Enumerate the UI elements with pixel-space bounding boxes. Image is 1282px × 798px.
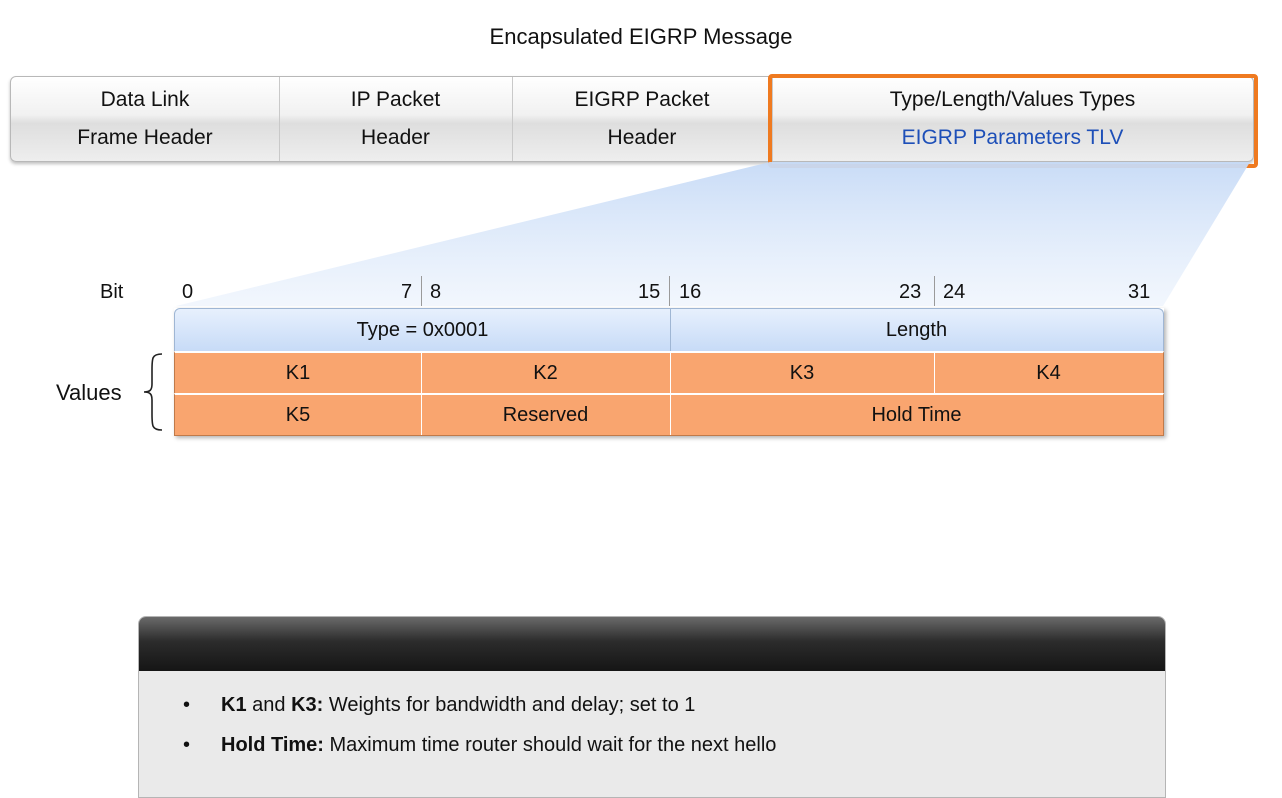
byte-tick	[421, 276, 422, 306]
info-bullet-hold-time: • Hold Time: Maximum time router should …	[183, 725, 1165, 765]
bullet-term: K3:	[291, 694, 324, 716]
encapsulation-header-bar: Data Link Frame Header IP Packet Header …	[10, 76, 1254, 162]
hold-time-field: Hold Time	[871, 403, 962, 426]
k2-field: K2	[421, 353, 671, 393]
info-panel: • K1 and K3: Weights for bandwidth and d…	[138, 616, 1166, 798]
field-line1: Type/Length/Values Types	[889, 88, 1136, 111]
field-line2: Header	[361, 126, 430, 149]
bit-number: 8	[430, 281, 442, 303]
values-row-1: K1 K2 K3 K4	[174, 351, 1164, 393]
field-line2: Frame Header	[77, 126, 213, 149]
length-field: Length	[885, 318, 948, 341]
eigrp-parameters-tlv-label: EIGRP Parameters TLV	[901, 126, 1124, 149]
bit-number: 23	[899, 281, 922, 303]
byte-tick	[934, 276, 935, 306]
field-line1: EIGRP Packet	[574, 88, 710, 111]
tlv-types-field: Type/Length/Values Types EIGRP Parameter…	[772, 77, 1253, 161]
field-line1: Data Link	[100, 88, 190, 111]
reserved-field: Reserved	[421, 395, 671, 435]
k5-field: K5	[175, 395, 422, 435]
zoom-projection-shape	[176, 162, 1250, 306]
data-link-frame-header-field: Data Link Frame Header	[11, 77, 280, 161]
bullet-term: Hold Time:	[221, 734, 324, 756]
k1-field: K1	[175, 353, 422, 393]
ip-packet-header-field: IP Packet Header	[279, 77, 513, 161]
info-panel-header	[139, 617, 1165, 671]
bit-number: 16	[679, 281, 702, 303]
bit-number: 0	[182, 281, 194, 303]
info-bullet-k1-k3: • K1 and K3: Weights for bandwidth and d…	[183, 685, 1165, 725]
diagram-title: Encapsulated EIGRP Message	[489, 24, 793, 49]
byte-tick	[669, 276, 670, 306]
values-label: Values	[56, 380, 122, 405]
values-row-2: K5 Reserved Hold Time	[174, 393, 1164, 436]
info-panel-body: • K1 and K3: Weights for bandwidth and d…	[139, 671, 1165, 765]
bullet-dot-icon: •	[183, 734, 191, 756]
bullet-text: Maximum time router should wait for the …	[323, 734, 777, 756]
bullet-text: Weights for bandwidth and delay; set to …	[323, 694, 696, 716]
k3-field: K3	[670, 353, 935, 393]
bit-number: 24	[943, 281, 966, 303]
tlv-header-row: Type = 0x0001 Length	[174, 308, 1164, 351]
field-line1: IP Packet	[350, 88, 441, 111]
type-field: Type = 0x0001	[175, 309, 671, 351]
values-brace-icon	[143, 353, 163, 431]
eigrp-packet-header-field: EIGRP Packet Header	[512, 77, 773, 161]
k4-field: K4	[1036, 361, 1061, 384]
bullet-dot-icon: •	[183, 694, 191, 716]
bullet-connector: and	[246, 694, 292, 716]
bit-label: Bit	[100, 281, 124, 303]
bit-number: 31	[1128, 281, 1151, 303]
bit-number: 7	[401, 281, 413, 303]
eigrp-parameters-tlv-table: Type = 0x0001 Length K1 K2 K3 K4 K5 Rese…	[174, 308, 1164, 436]
bullet-term: K1	[221, 694, 247, 716]
bit-number: 15	[638, 281, 661, 303]
field-line2: Header	[607, 126, 677, 149]
